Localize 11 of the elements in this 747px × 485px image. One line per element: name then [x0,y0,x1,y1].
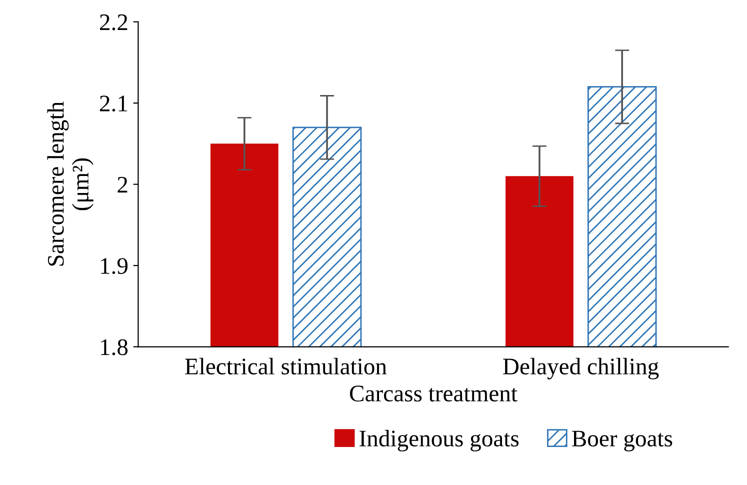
legend-label: Boer goats [572,430,672,452]
x-axis-title: Carcass treatment [350,386,518,402]
y-axis-title: Sarcomere length (μm²) [47,102,94,266]
y-tick-label: 1.9 [101,258,128,274]
y-tick-label: 2 [118,176,128,192]
y-tick-label: 1.8 [101,339,128,356]
x-tick-label: Electrical stimulation [185,358,387,374]
x-tick-label: Delayed chilling [503,358,659,380]
y-tick-label: 2.2 [100,14,128,30]
y-tick-label: 2.1 [100,96,128,112]
legend-label: Indigenous goats [360,430,519,452]
